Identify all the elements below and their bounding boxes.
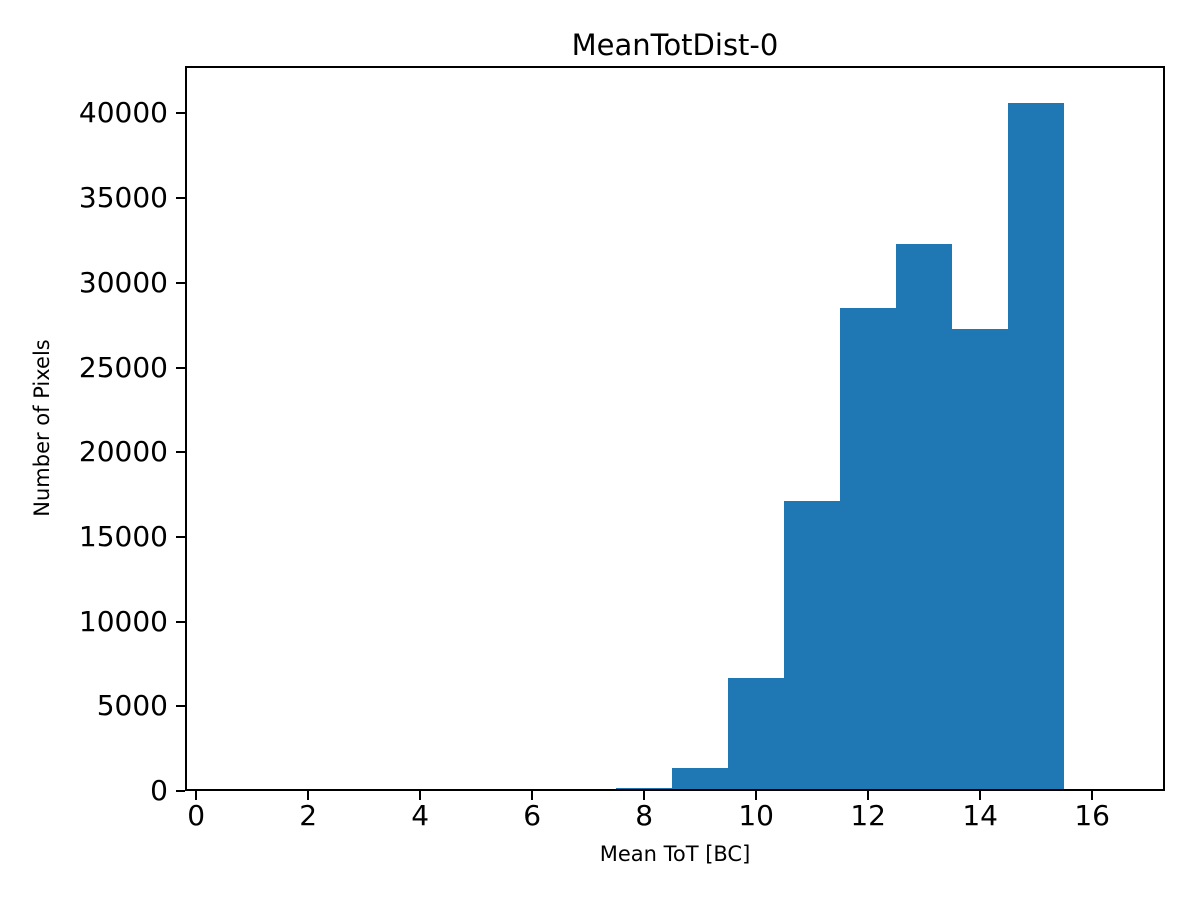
- y-tick-mark: [176, 790, 185, 792]
- x-tick-label: 0: [187, 799, 206, 832]
- y-tick-label: 35000: [78, 181, 168, 215]
- histogram-bar: [672, 768, 729, 791]
- y-tick-label: 10000: [78, 604, 168, 638]
- histogram-bar: [784, 501, 841, 791]
- y-tick-mark: [176, 112, 185, 115]
- x-tick-mark: [419, 791, 422, 800]
- y-axis-label: Number of Pixels: [30, 339, 54, 517]
- x-tick-mark: [1091, 791, 1094, 800]
- y-tick-mark: [176, 197, 185, 200]
- x-tick-mark: [195, 791, 198, 800]
- y-tick-mark: [176, 535, 185, 538]
- x-axis-label: Mean ToT [BC]: [599, 842, 751, 866]
- y-tick-mark: [176, 705, 185, 708]
- histogram-bar: [952, 329, 1009, 791]
- x-tick-label: 10: [738, 799, 775, 832]
- x-tick-label: 12: [850, 799, 887, 832]
- y-tick-label: 40000: [78, 96, 168, 130]
- x-tick-mark: [307, 791, 310, 800]
- y-tick-mark: [176, 281, 185, 284]
- x-tick-label: 14: [962, 799, 999, 832]
- x-tick-label: 16: [1074, 799, 1111, 832]
- x-tick-label: 8: [635, 799, 654, 832]
- x-tick-label: 6: [523, 799, 542, 832]
- x-tick-label: 4: [411, 799, 430, 832]
- y-tick-label: 30000: [78, 265, 168, 299]
- histogram-bar: [896, 243, 953, 791]
- chart-title: MeanTotDist-0: [571, 28, 779, 62]
- y-tick-mark: [176, 620, 185, 623]
- y-tick-label: 0: [150, 774, 168, 807]
- plot-area: [185, 66, 1165, 791]
- histogram-bar: [728, 677, 785, 791]
- histogram-bar: [840, 308, 897, 791]
- x-tick-mark: [867, 791, 870, 800]
- x-tick-mark: [643, 791, 646, 800]
- x-tick-mark: [531, 791, 534, 800]
- y-tick-label: 20000: [78, 435, 168, 469]
- y-tick-label: 25000: [78, 350, 168, 384]
- x-tick-mark: [755, 791, 758, 800]
- y-tick-mark: [176, 451, 185, 454]
- y-tick-label: 15000: [78, 519, 168, 553]
- y-tick-label: 5000: [96, 689, 168, 723]
- histogram-bar: [1008, 103, 1065, 791]
- x-tick-label: 2: [299, 799, 318, 832]
- x-tick-mark: [979, 791, 982, 800]
- y-tick-mark: [176, 366, 185, 369]
